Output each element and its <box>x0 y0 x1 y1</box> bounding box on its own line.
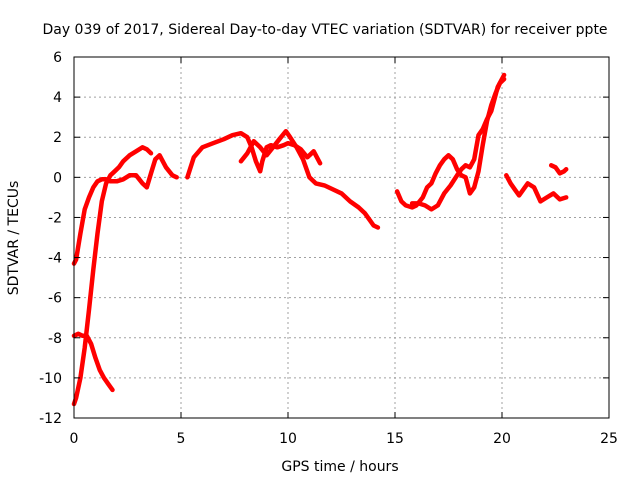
x-tick-label: 25 <box>600 431 618 447</box>
series-line-track-c <box>71 331 115 393</box>
x-tick-label: 15 <box>386 431 404 447</box>
x-tick-labels: 0 5 10 15 20 25 <box>70 431 618 447</box>
axis-ticks <box>73 56 610 419</box>
series-group <box>71 72 569 407</box>
y-tick-label: -10 <box>39 371 62 387</box>
x-tick-label: 10 <box>279 431 297 447</box>
y-tick-label: 0 <box>53 170 62 186</box>
y-tick-label: -12 <box>39 411 62 427</box>
series-line-track-i <box>548 163 569 176</box>
y-tick-label: 6 <box>53 50 62 66</box>
plot-frame <box>73 56 610 419</box>
series-line-track-b <box>71 145 154 407</box>
x-tick-label: 0 <box>70 431 79 447</box>
series-line-track-a <box>71 153 179 266</box>
chart-title: Day 039 of 2017, Sidereal Day-to-day VTE… <box>42 22 607 38</box>
y-tick-label: -4 <box>48 251 62 267</box>
y-axis-label: SDTVAR / TECUs <box>6 181 22 296</box>
series-line-track-e <box>238 128 381 230</box>
x-tick-label: 20 <box>493 431 511 447</box>
grid-lines <box>73 56 610 419</box>
y-tick-label: -6 <box>48 291 62 307</box>
y-tick-label: 2 <box>53 130 62 146</box>
y-tick-label: -8 <box>48 331 62 347</box>
series-line-track-g <box>409 72 507 212</box>
x-axis-label: GPS time / hours <box>281 459 398 475</box>
y-tick-label: -2 <box>48 210 62 226</box>
y-tick-labels: -12 -10 -8 -6 -4 -2 0 2 4 6 <box>39 50 62 427</box>
series-line-track-h <box>504 173 569 204</box>
x-tick-label: 5 <box>177 431 186 447</box>
y-tick-label: 4 <box>53 90 62 106</box>
